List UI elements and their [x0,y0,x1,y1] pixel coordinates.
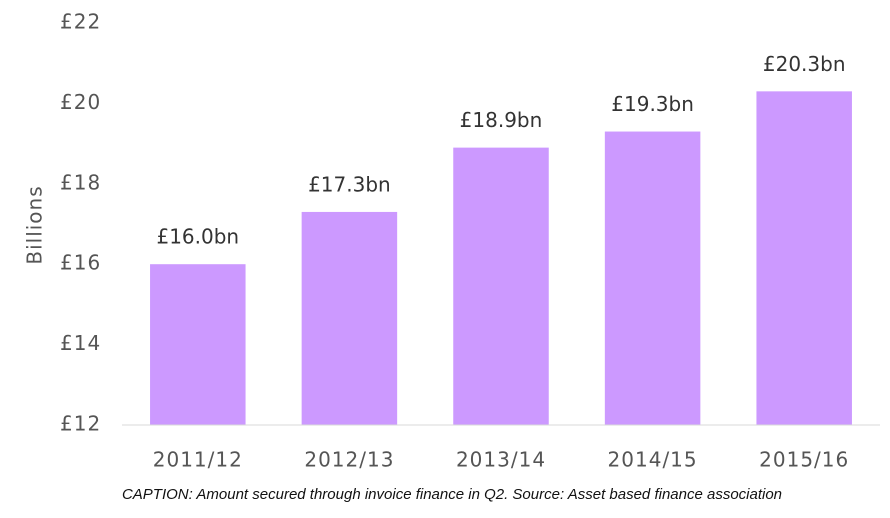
x-tick-label: 2012/13 [304,448,394,472]
x-tick-label: 2014/15 [608,448,698,472]
bar [301,211,398,425]
y-tick-label: £14 [60,331,101,355]
x-tick-label: 2011/12 [153,448,243,472]
value-label: £18.9bn [460,108,543,132]
y-tick-label: £12 [60,412,101,436]
caption: CAPTION: Amount secured through invoice … [122,486,782,503]
value-label: £17.3bn [308,172,391,196]
bar [604,131,701,426]
bar [150,264,246,425]
y-axis-label: Billions [23,185,47,264]
bar [453,147,549,425]
y-tick-label: £18 [60,170,101,194]
value-label: £19.3bn [611,92,694,116]
y-tick-label: £22 [60,10,101,34]
value-label: £20.3bn [763,52,846,76]
x-tick-label: 2013/14 [456,448,546,472]
x-tick-label: 2015/16 [759,448,849,472]
value-label: £16.0bn [156,225,239,249]
bar [756,91,852,425]
y-tick-label: £16 [60,251,101,275]
y-tick-label: £20 [60,90,101,114]
